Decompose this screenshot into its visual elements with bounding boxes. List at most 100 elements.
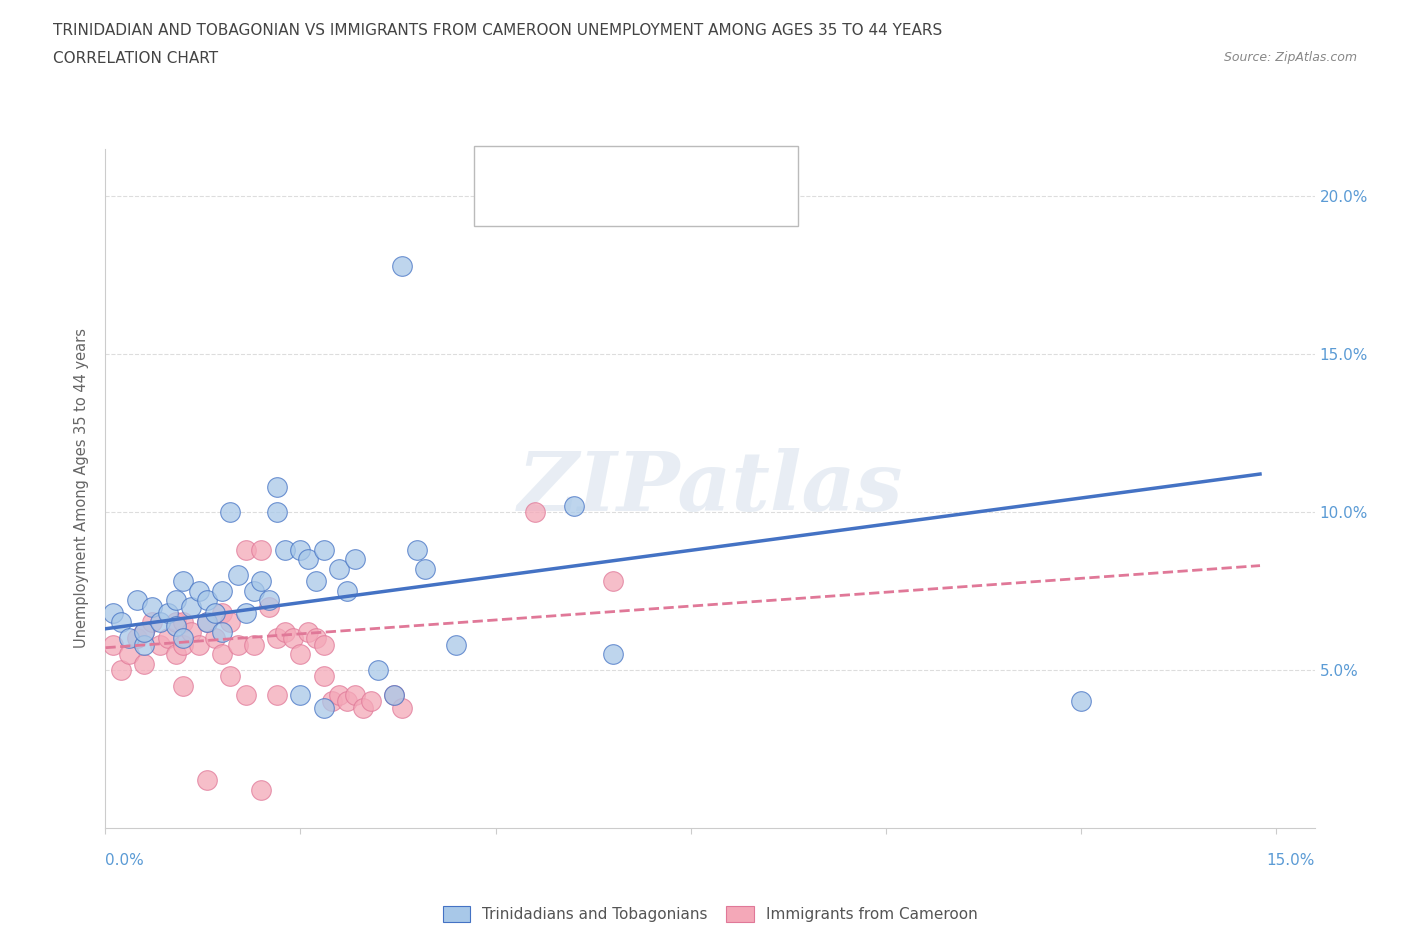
Point: [172, 631, 194, 645]
Point: [290, 542, 312, 557]
Point: [274, 542, 297, 557]
Y-axis label: Unemployment Among Ages 35 to 44 years: Unemployment Among Ages 35 to 44 years: [75, 328, 90, 648]
Text: N =: N =: [692, 158, 740, 176]
Point: [211, 624, 233, 639]
Point: [110, 662, 132, 677]
Point: [312, 637, 335, 652]
Point: [165, 593, 187, 608]
Point: [266, 631, 288, 645]
Point: [235, 605, 257, 620]
Point: [413, 562, 436, 577]
Point: [259, 593, 281, 608]
Point: [235, 687, 257, 702]
Point: [336, 694, 359, 709]
Point: [141, 599, 163, 614]
Point: [118, 631, 141, 645]
Point: [290, 646, 312, 661]
Text: 47: 47: [755, 158, 780, 176]
Point: [312, 542, 335, 557]
Point: [195, 773, 218, 788]
Point: [165, 615, 187, 630]
Text: Source: ZipAtlas.com: Source: ZipAtlas.com: [1223, 51, 1357, 64]
FancyBboxPatch shape: [491, 154, 564, 179]
Point: [204, 631, 226, 645]
Legend: Trinidadians and Tobagonians, Immigrants from Cameroon: Trinidadians and Tobagonians, Immigrants…: [436, 900, 984, 928]
Text: N =: N =: [692, 196, 740, 214]
Point: [172, 678, 194, 693]
Point: [242, 583, 264, 598]
FancyBboxPatch shape: [491, 193, 564, 218]
Point: [344, 687, 367, 702]
Point: [266, 504, 288, 519]
Point: [165, 646, 187, 661]
Point: [602, 646, 624, 661]
Point: [149, 637, 172, 652]
Point: [602, 574, 624, 589]
Point: [172, 574, 194, 589]
Point: [204, 605, 226, 620]
Point: [195, 615, 218, 630]
Point: [156, 605, 179, 620]
Point: [172, 637, 194, 652]
Point: [134, 624, 156, 639]
Point: [446, 637, 468, 652]
Point: [103, 605, 125, 620]
Point: [290, 687, 312, 702]
Point: [141, 615, 163, 630]
Point: [328, 562, 350, 577]
Point: [297, 551, 319, 566]
Point: [134, 637, 156, 652]
Point: [391, 259, 413, 273]
Point: [360, 694, 382, 709]
Point: [305, 574, 328, 589]
Point: [328, 687, 350, 702]
Point: [1070, 694, 1092, 709]
Point: [259, 599, 281, 614]
Point: [242, 637, 264, 652]
Point: [188, 583, 211, 598]
Point: [226, 567, 249, 582]
Point: [165, 618, 187, 633]
Point: [250, 782, 273, 797]
Point: [250, 542, 273, 557]
Point: [367, 662, 389, 677]
Point: [180, 599, 202, 614]
Point: [211, 646, 233, 661]
Text: CORRELATION CHART: CORRELATION CHART: [53, 51, 218, 66]
Point: [156, 631, 179, 645]
Point: [134, 624, 156, 639]
Point: [125, 593, 148, 608]
Point: [562, 498, 585, 513]
Point: [172, 615, 194, 630]
Point: [382, 687, 405, 702]
Point: [321, 694, 343, 709]
Text: 15.0%: 15.0%: [1267, 853, 1315, 868]
Point: [274, 624, 297, 639]
Point: [188, 637, 211, 652]
Point: [281, 631, 304, 645]
Point: [312, 669, 335, 684]
Point: [180, 624, 202, 639]
Point: [406, 542, 429, 557]
Point: [219, 669, 242, 684]
Point: [235, 542, 257, 557]
Point: [312, 700, 335, 715]
Point: [219, 504, 242, 519]
Text: R =: R =: [576, 158, 613, 176]
Point: [391, 700, 413, 715]
Text: R =: R =: [576, 196, 619, 214]
Point: [195, 615, 218, 630]
Point: [266, 479, 288, 494]
Point: [352, 700, 374, 715]
Point: [226, 637, 249, 652]
Point: [297, 624, 319, 639]
Text: 0.248: 0.248: [626, 158, 683, 176]
Point: [523, 504, 546, 519]
Point: [211, 605, 233, 620]
Point: [344, 551, 367, 566]
Point: [336, 583, 359, 598]
Point: [118, 646, 141, 661]
Point: [134, 656, 156, 671]
Text: ZIPatlas: ZIPatlas: [517, 448, 903, 528]
Text: 0.0%: 0.0%: [105, 853, 145, 868]
